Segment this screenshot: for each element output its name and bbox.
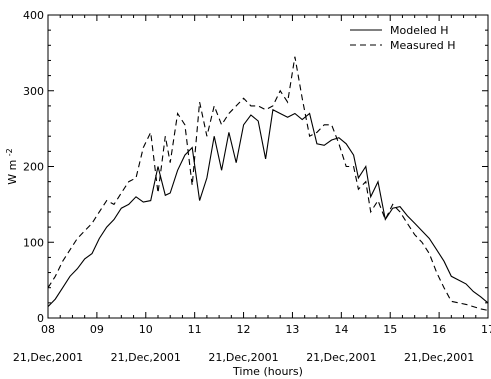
date-label: 21,Dec,2001 bbox=[13, 351, 83, 364]
x-tick-label: 11 bbox=[188, 323, 202, 336]
y-tick-label: 100 bbox=[23, 236, 44, 249]
legend-label: Modeled H bbox=[390, 24, 449, 37]
y-tick-label: 400 bbox=[23, 9, 44, 22]
y-axis-label-main: W m bbox=[6, 160, 19, 185]
x-tick-label: 08 bbox=[41, 323, 55, 336]
y-axis-label-superscript: -2 bbox=[5, 148, 14, 156]
x-tick-label: 09 bbox=[90, 323, 104, 336]
series-line-modeled-h bbox=[47, 108, 489, 307]
y-tick-label: 0 bbox=[37, 312, 44, 325]
x-axis-label: Time (hours) bbox=[232, 365, 303, 378]
x-tick-label: 14 bbox=[334, 323, 348, 336]
y-tick-label: 300 bbox=[23, 85, 44, 98]
legend-label: Measured H bbox=[390, 39, 456, 52]
date-label: 21,Dec,2001 bbox=[404, 351, 474, 364]
date-label: 21,Dec,2001 bbox=[208, 351, 278, 364]
date-label: 21,Dec,2001 bbox=[306, 351, 376, 364]
x-tick-label: 12 bbox=[237, 323, 251, 336]
legend: Modeled H Measured H bbox=[350, 24, 456, 52]
plot-area-frame bbox=[47, 14, 489, 319]
y-tick-label: 200 bbox=[23, 161, 44, 174]
x-tick-label: 15 bbox=[383, 323, 397, 336]
x-tick-label: 17 bbox=[481, 323, 491, 336]
x-tick-label: 16 bbox=[432, 323, 446, 336]
x-tick-label: 10 bbox=[139, 323, 153, 336]
series-line-measured-h bbox=[47, 56, 489, 311]
y-axis-label: W m -2 bbox=[5, 148, 19, 185]
date-label: 21,Dec,2001 bbox=[111, 351, 181, 364]
x-tick-label: 13 bbox=[285, 323, 299, 336]
